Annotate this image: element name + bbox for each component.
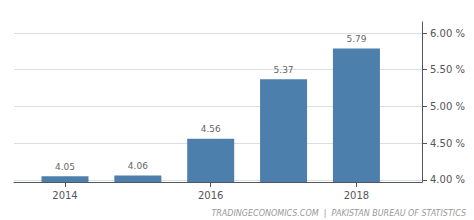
svg-text:2014: 2014	[52, 190, 77, 201]
svg-text:5.50 %: 5.50 %	[430, 64, 465, 75]
svg-text:4.05: 4.05	[55, 162, 75, 172]
svg-text:5.79: 5.79	[346, 34, 366, 44]
svg-text:5.37: 5.37	[274, 65, 294, 75]
svg-text:2018: 2018	[344, 190, 369, 201]
svg-text:4.50 %: 4.50 %	[430, 138, 465, 149]
svg-text:4.56: 4.56	[201, 124, 221, 134]
svg-text:TRADINGECONOMICS.COM | PAKIS: TRADINGECONOMICS.COM | PAKISTAN BUREAU O…	[211, 209, 466, 218]
svg-text:4.06: 4.06	[128, 161, 148, 171]
svg-text:6.00 %: 6.00 %	[430, 28, 465, 39]
svg-text:5.00 %: 5.00 %	[430, 101, 465, 112]
svg-text:2016: 2016	[198, 190, 223, 201]
svg-text:4.00 %: 4.00 %	[430, 174, 465, 185]
